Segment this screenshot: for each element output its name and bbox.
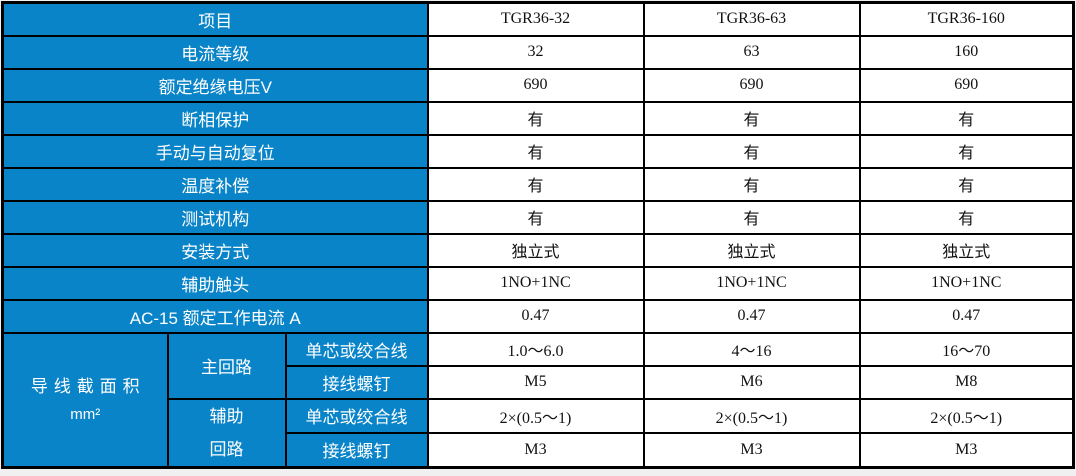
cell-value: 2×(0.5～1)	[858, 397, 1075, 434]
main-circuit-label: 主回路	[166, 331, 287, 400]
cell-value: 独立式	[642, 232, 861, 268]
table-row: 温度补偿 有 有 有	[1, 166, 1075, 202]
table-row: 辅助 回路 单芯或绞合线 2×(0.5～1) 2×(0.5～1) 2×(0.5～…	[3, 397, 1075, 468]
table-row: 测试机构 有 有 有	[1, 199, 1075, 235]
cell-value: 有	[426, 199, 645, 235]
table-row: 辅助触头 1NO+1NC 1NO+1NC 1NO+1NC	[1, 265, 1075, 301]
cell-value: 1.0～6.0	[426, 331, 645, 367]
cell-value: 独立式	[426, 232, 645, 268]
aux-label-line1: 辅助	[209, 406, 244, 426]
table-row: 项目 TGR36-32 TGR36-63 TGR36-160	[1, 1, 1075, 37]
row-label: 测试机构	[1, 199, 429, 235]
table-row: 电流等级 32 63 160	[1, 34, 1075, 70]
table-row: 手动与自动复位 有 有 有	[1, 133, 1075, 169]
cell-value: 有	[426, 166, 645, 202]
row-label: 电流等级	[1, 34, 429, 70]
cell-value: 0.47	[858, 298, 1075, 334]
cell-value: 4～16	[642, 331, 861, 367]
cell-value: 32	[426, 34, 645, 70]
cell-value: 160	[858, 34, 1075, 70]
cell-value: M6	[642, 364, 861, 400]
group-title-line2: mm²	[70, 405, 101, 423]
row-label: 额定绝缘电压V	[1, 67, 429, 103]
row-label: 手动与自动复位	[1, 133, 429, 169]
group-title-line1: 导线截面积	[30, 376, 146, 396]
cell-value: M5	[426, 364, 645, 400]
column-header: TGR36-32	[426, 1, 645, 37]
table-row: 接线螺钉 M3 M3 M3	[3, 431, 1075, 469]
cell-value: M8	[858, 364, 1075, 400]
cell-value: 1NO+1NC	[426, 265, 645, 301]
cell-value: 690	[858, 67, 1075, 103]
table-row: 额定绝缘电压V 690 690 690	[1, 67, 1075, 103]
cell-value: 有	[858, 133, 1075, 169]
cell-value: 有	[642, 199, 861, 235]
cell-value: 有	[426, 133, 645, 169]
row-label: 辅助触头	[1, 265, 429, 301]
cell-value: 有	[642, 133, 861, 169]
cell-value: 有	[426, 100, 645, 136]
cell-value: 有	[858, 199, 1075, 235]
cell-value: 63	[642, 34, 861, 70]
row-label: 安装方式	[1, 232, 429, 268]
cell-value: 有	[858, 100, 1075, 136]
wire-section-group-label: 导线截面积 mm²	[1, 331, 169, 468]
row-label: 单芯或绞合线	[284, 331, 429, 367]
row-label: 单芯或绞合线	[284, 397, 429, 434]
row-label: 温度补偿	[1, 166, 429, 202]
cell-value: M3	[642, 431, 861, 469]
row-label: 项目	[1, 1, 429, 37]
table-row: 安装方式 独立式 独立式 独立式	[1, 232, 1075, 268]
cell-value: 690	[642, 67, 861, 103]
table-row: 导线截面积 mm² 主回路 单芯或绞合线 1.0～6.0 4～16 16～70	[1, 331, 1075, 468]
cell-value: 1NO+1NC	[858, 265, 1075, 301]
row-label: 断相保护	[1, 100, 429, 136]
cell-value: 0.47	[426, 298, 645, 334]
row-label: 接线螺钉	[284, 364, 429, 400]
row-label: AC-15 额定工作电流 A	[1, 298, 429, 334]
aux-label-line2: 回路	[209, 439, 244, 459]
aux-circuit-label: 辅助 回路	[166, 397, 287, 468]
cell-value: 0.47	[642, 298, 861, 334]
cell-value: 2×(0.5～1)	[642, 397, 861, 434]
cell-value: M3	[426, 431, 645, 469]
table-row: AC-15 额定工作电流 A 0.47 0.47 0.47	[1, 298, 1075, 334]
cell-value: 16～70	[858, 331, 1075, 367]
cell-value: 1NO+1NC	[642, 265, 861, 301]
cell-value: 有	[858, 166, 1075, 202]
cell-value: 独立式	[858, 232, 1075, 268]
cell-value: 有	[642, 166, 861, 202]
table-row: 断相保护 有 有 有	[1, 100, 1075, 136]
cell-value: M3	[858, 431, 1075, 469]
column-header: TGR36-63	[642, 1, 861, 37]
row-label: 接线螺钉	[284, 431, 429, 469]
cell-value: 690	[426, 67, 645, 103]
cell-value: 有	[642, 100, 861, 136]
table-row: 接线螺钉 M5 M6 M8	[3, 364, 1075, 400]
cell-value: 2×(0.5～1)	[426, 397, 645, 434]
column-header: TGR36-160	[858, 1, 1075, 37]
